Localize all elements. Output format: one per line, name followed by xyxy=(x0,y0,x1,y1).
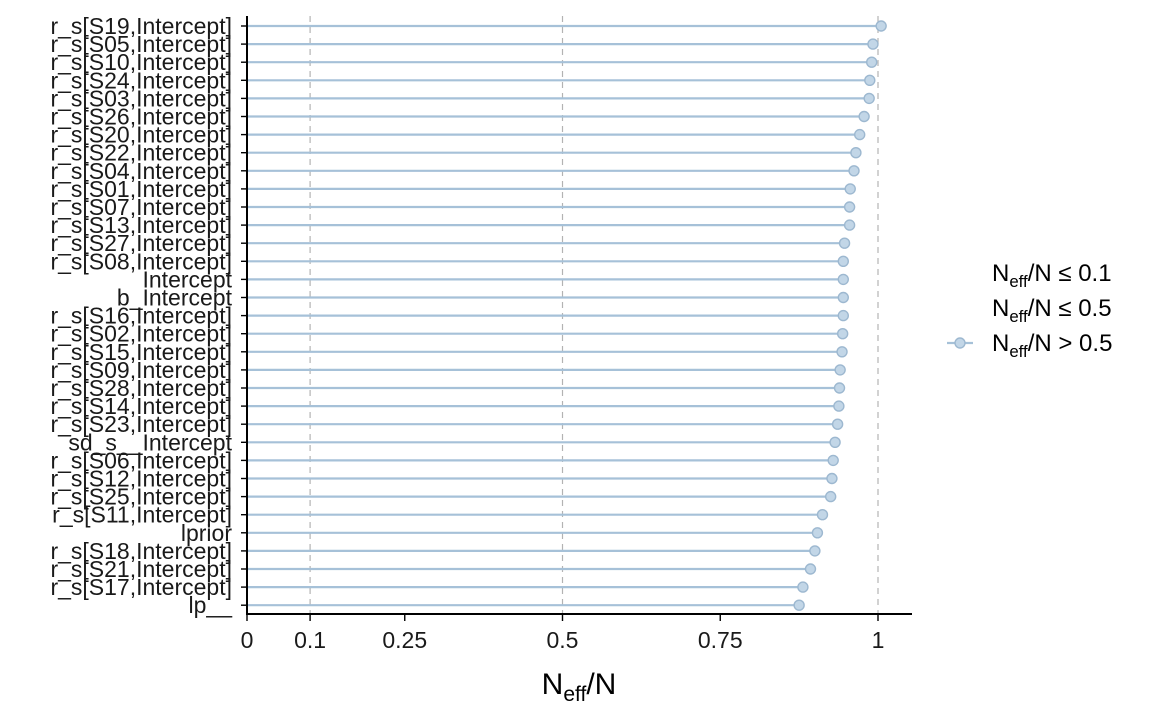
lollipop-point xyxy=(848,165,860,177)
x-tick-label: 0.75 xyxy=(698,627,743,653)
y-tick-label: r_s[S03,Intercept] xyxy=(50,85,232,111)
y-tick-label: b_Intercept xyxy=(117,285,233,311)
y-tick-label: r_s[S11,Intercept] xyxy=(52,502,232,528)
lollipop-point xyxy=(836,346,848,358)
y-tick-label: Intercept xyxy=(143,266,233,292)
lollipop-point xyxy=(827,454,839,467)
y-tick-label: r_s[S26,Intercept] xyxy=(50,104,232,130)
axes xyxy=(246,16,912,615)
y-tick-label: r_s[S12,Intercept] xyxy=(50,466,232,492)
y-tick-label: r_s[S04,Intercept] xyxy=(50,158,232,184)
lollipop-point xyxy=(865,56,878,68)
x-tick-label: 1 xyxy=(872,627,885,653)
lollipop-point xyxy=(850,146,862,159)
y-tick-label: sd_s__Intercept xyxy=(68,429,232,455)
y-tick-label: r_s[S08,Intercept] xyxy=(50,248,232,274)
x-tick-label: 0.25 xyxy=(382,627,427,653)
lollipop-rows xyxy=(247,20,887,611)
x-axis-title: Neff/N xyxy=(542,668,617,706)
y-tick-label: r_s[S09,Intercept] xyxy=(50,357,232,383)
legend-entry: Neff/N ≤ 0.5 xyxy=(992,295,1112,326)
y-tick-label: r_s[S02,Intercept] xyxy=(50,321,232,347)
y-tick-label: r_s[S28,Intercept] xyxy=(50,375,232,401)
lollipop-point xyxy=(833,400,845,412)
y-tick-label: r_s[S22,Intercept] xyxy=(50,140,232,166)
x-ticks: 0 0.1 0.25 0.5 0.75 1 xyxy=(241,614,885,653)
lollipop-point xyxy=(834,364,846,376)
legend-entry: Neff/N ≤ 0.1 xyxy=(992,260,1112,291)
x-tick-label: 0 xyxy=(241,627,254,653)
lollipop-point xyxy=(875,20,887,32)
lollipop-point xyxy=(843,201,856,213)
lollipop-point xyxy=(824,490,837,503)
lollipop-point xyxy=(809,545,821,557)
y-tick-label: r_s[S18,Intercept] xyxy=(50,538,232,564)
lollipop-point xyxy=(837,255,849,267)
lollipop-point xyxy=(826,472,838,485)
lollipop-point xyxy=(811,527,824,539)
lollipop-point xyxy=(816,509,829,521)
lollipop-point xyxy=(833,382,846,394)
y-tick-label: r_s[S23,Intercept] xyxy=(50,411,232,437)
lollipop-point xyxy=(837,309,849,322)
lollipop-point xyxy=(843,219,856,231)
x-tick-label: 0.1 xyxy=(294,627,326,653)
y-tick-label: r_s[S14,Intercept] xyxy=(50,393,232,419)
y-tick-label: r_s[S25,Intercept] xyxy=(50,484,232,510)
legend-key-point xyxy=(954,337,966,349)
y-tick-labels: r_s[S19,Intercept]r_s[S05,Intercept]r_s[… xyxy=(50,13,247,618)
y-tick-label: r_s[S07,Intercept] xyxy=(50,194,232,220)
lollipop-point xyxy=(858,110,870,123)
lollipop-point xyxy=(837,291,849,304)
y-tick-label: r_s[S10,Intercept] xyxy=(50,49,232,75)
y-tick-label: r_s[S27,Intercept] xyxy=(50,230,232,256)
y-tick-label: r_s[S01,Intercept] xyxy=(50,176,232,202)
y-tick-label: lprior xyxy=(181,520,232,546)
lollipop-point xyxy=(838,237,851,249)
y-tick-label: r_s[S21,Intercept] xyxy=(50,556,232,582)
lollipop-point xyxy=(797,581,809,593)
y-tick-label: r_s[S24,Intercept] xyxy=(50,67,232,93)
y-tick-label: r_s[S16,Intercept] xyxy=(50,303,232,329)
y-tick-label: r_s[S20,Intercept] xyxy=(50,122,232,148)
legend-entry: Neff/N > 0.5 xyxy=(992,330,1112,361)
y-tick-label: r_s[S15,Intercept] xyxy=(50,339,232,365)
lollipop-point xyxy=(793,599,805,611)
lollipop-point xyxy=(804,563,817,575)
lollipop-point xyxy=(863,92,875,105)
lollipop-point xyxy=(867,38,879,50)
y-tick-label: lp__ xyxy=(189,592,234,618)
lollipop-point xyxy=(829,436,841,448)
x-tick-label: 0.5 xyxy=(547,627,579,653)
lollipop-point xyxy=(844,183,856,195)
lollipop-point xyxy=(836,328,849,340)
y-tick-label: r_s[S06,Intercept] xyxy=(50,447,232,473)
lollipop-point xyxy=(831,418,844,430)
lollipop-point xyxy=(854,128,866,141)
lollipop-point xyxy=(837,273,849,286)
y-tick-label: r_s[S19,Intercept] xyxy=(50,13,232,39)
legend: Neff/N ≤ 0.1 Neff/N ≤ 0.5 Neff/N > 0.5 xyxy=(947,260,1112,361)
y-tick-label: r_s[S05,Intercept] xyxy=(50,31,232,57)
y-tick-label: r_s[S17,Intercept] xyxy=(50,574,232,600)
lollipop-point xyxy=(864,74,876,87)
y-tick-label: r_s[S13,Intercept] xyxy=(50,212,232,238)
